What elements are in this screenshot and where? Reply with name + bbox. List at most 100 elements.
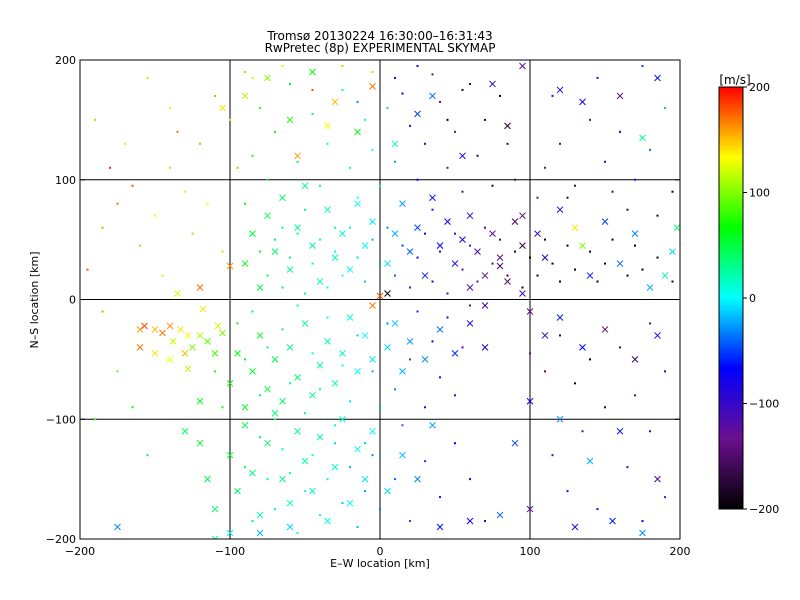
scatter-point-x: [279, 194, 286, 202]
scatter-point-x: [301, 457, 309, 465]
scatter-point-dot: [326, 286, 329, 289]
scatter-point-x: [519, 242, 526, 249]
scatter-point-dot: [274, 130, 276, 133]
scatter-point-dot: [664, 106, 666, 109]
scatter-point-dot: [514, 178, 516, 181]
scatter-point-dot: [349, 166, 351, 169]
scatter-point-x: [339, 415, 346, 423]
scatter-point-dot: [319, 238, 321, 241]
scatter-point-dot: [394, 76, 396, 79]
scatter-point-dot: [311, 454, 314, 457]
colorbar-unit-label: [m/s]: [719, 73, 750, 87]
scatter-point-x: [196, 284, 204, 291]
scatter-point-dot: [641, 268, 644, 271]
scatter-point-dot: [311, 112, 314, 115]
scatter-point-dot: [476, 280, 479, 283]
scatter-point-dot: [296, 304, 299, 307]
scatter-point-dot: [506, 274, 509, 277]
scatter-point-x: [346, 499, 354, 507]
scatter-point-dot: [311, 262, 314, 265]
scatter-point-dot: [259, 106, 261, 109]
scatter-point-x: [496, 262, 504, 270]
scatter-point-dot: [356, 256, 359, 259]
scatter-point-dot: [431, 73, 434, 76]
scatter-point-dot: [446, 292, 449, 295]
scatter-point-dot: [641, 64, 644, 67]
scatter-point-dot: [401, 202, 404, 205]
y-tick-label: −100: [46, 413, 76, 426]
scatter-point-dot: [371, 238, 374, 241]
scatter-point-dot: [334, 424, 336, 427]
scatter-point-dot: [386, 226, 389, 229]
scatter-point-dot: [431, 208, 434, 211]
x-tick-label: −100: [215, 545, 245, 558]
scatter-point-x: [616, 427, 624, 435]
scatter-point-dot: [394, 388, 396, 391]
scatter-point-x: [279, 475, 286, 483]
scatter-point-x: [241, 92, 249, 100]
scatter-point-dot: [341, 274, 344, 277]
scatter-point-x: [369, 427, 376, 435]
scatter-point-dot: [341, 502, 344, 505]
scatter-point-x: [369, 218, 376, 226]
scatter-point-dot: [484, 118, 486, 121]
scatter-point-dot: [461, 88, 464, 91]
scatter-point-dot: [131, 406, 134, 409]
axis-ticks: −200 −100 0 100 200 −200 −100 0 100 200: [46, 54, 691, 558]
scatter-point-x: [271, 356, 279, 363]
scatter-point-dot: [319, 388, 321, 391]
scatter-point-x: [616, 92, 624, 100]
scatter-point-x: [196, 332, 204, 339]
scatter-point-dot: [409, 520, 411, 523]
scatter-point-dot: [94, 418, 96, 421]
scatter-point-dot: [476, 154, 479, 157]
scatter-point-x: [331, 379, 339, 387]
scatter-point-x: [601, 326, 609, 333]
scatter-point-dot: [596, 280, 599, 283]
scatter-point-x: [159, 329, 166, 337]
scatter-point-dot: [469, 244, 471, 247]
scatter-point-dot: [124, 142, 126, 145]
scatter-point-dot: [446, 316, 449, 319]
scatter-point-dot: [416, 178, 419, 181]
scatter-point-x: [414, 475, 421, 483]
scatter-point-dot: [169, 106, 171, 109]
scatter-point-x: [309, 242, 316, 249]
scatter-point-dot: [251, 154, 254, 157]
x-tick-label: 0: [377, 545, 384, 558]
scatter-point-dot: [641, 520, 644, 523]
scatter-point-dot: [334, 442, 336, 445]
scatter-point-x: [249, 469, 256, 477]
scatter-point-x: [211, 535, 219, 539]
scatter-point-x: [354, 367, 361, 375]
scatter-point-dot: [379, 508, 381, 511]
scatter-point-x: [414, 110, 421, 118]
scatter-point-dot: [409, 124, 411, 127]
scatter-point-x: [369, 356, 376, 363]
scatter-point-dot: [416, 64, 419, 67]
scatter-point-dot: [491, 262, 494, 265]
scatter-point-dot: [619, 346, 621, 349]
scatter-point-x: [541, 332, 549, 339]
scatter-point-x: [474, 248, 481, 255]
scatter-point-x: [196, 439, 204, 447]
scatter-point-x: [459, 152, 466, 160]
scatter-point-dot: [364, 490, 366, 493]
scatter-point-x: [301, 182, 309, 190]
scatter-point-dot: [184, 190, 186, 193]
scatter-point-x: [226, 379, 234, 387]
scatter-point-dot: [551, 262, 554, 265]
scatter-point-dot: [409, 286, 411, 289]
scatter-point-dot: [266, 178, 269, 181]
scatter-point-x: [579, 242, 586, 249]
scatter-point-x: [211, 505, 219, 513]
scatter-point-x: [354, 200, 361, 208]
scatter-point-dot: [244, 466, 246, 469]
scatter-point-x: [166, 356, 174, 363]
scatter-point-dot: [596, 76, 599, 79]
scatter-point-x: [189, 344, 196, 351]
scatter-point-dot: [281, 64, 284, 67]
scatter-point-x: [324, 338, 331, 345]
scatter-point-x: [177, 326, 184, 333]
scatter-point-dot: [131, 184, 134, 187]
